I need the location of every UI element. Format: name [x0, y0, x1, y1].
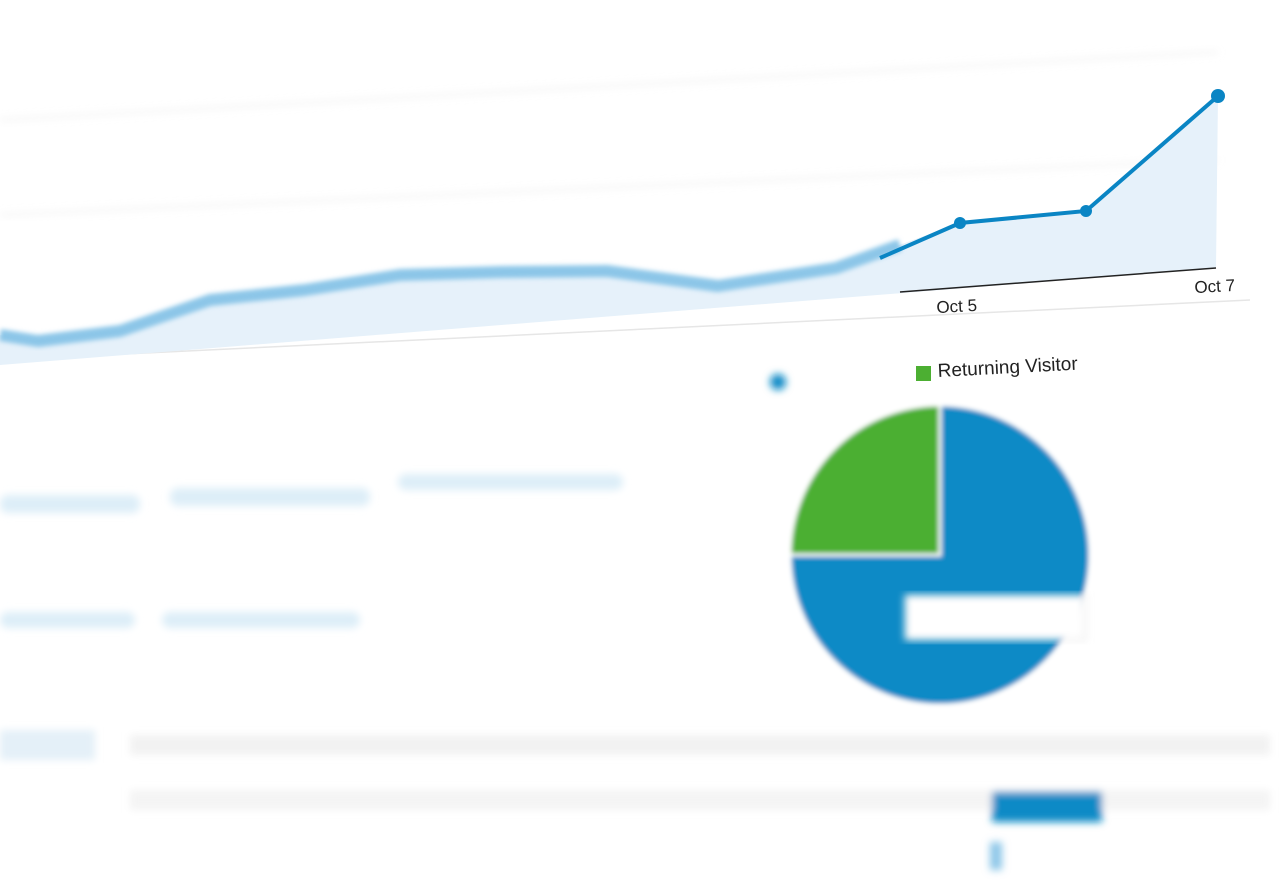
legend-swatch: [916, 366, 931, 381]
legend-label: Returning Visitor: [937, 354, 1079, 382]
tooltip: [904, 594, 1086, 641]
point: [1211, 89, 1225, 103]
point: [954, 217, 966, 229]
line-area: [0, 96, 1218, 365]
pie-slice: [788, 403, 942, 557]
line: [879, 94, 1220, 260]
blurred-cards: [0, 374, 1270, 870]
x-axis: [899, 267, 1217, 293]
pie: [788, 403, 1092, 707]
point: [1080, 205, 1092, 217]
x-tick-label: Oct 7: [1194, 276, 1236, 297]
grid: [0, 51, 1251, 361]
x-tick-label: Oct 5: [936, 296, 978, 317]
blurred-line: [0, 239, 903, 347]
